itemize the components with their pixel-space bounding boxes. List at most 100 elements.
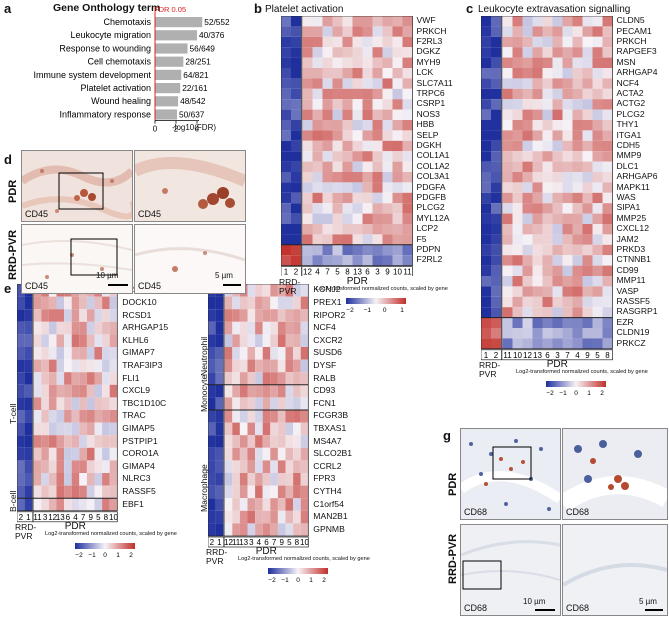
pdr-cd45-stain-label: CD45	[25, 209, 49, 219]
heatmap-cell	[512, 130, 523, 141]
pdr-cd68-zoom-image: CD68	[562, 428, 668, 520]
heatmap-cell	[33, 460, 42, 473]
heatmap-cell	[332, 213, 343, 224]
myeloid-gene-label: FCGR3B	[313, 410, 349, 421]
heatmap-cell	[79, 296, 87, 310]
heatmap-cell	[281, 192, 291, 204]
lymph-color-legend: −2 −1 0 1 2	[75, 542, 135, 559]
heatmap-cell	[208, 321, 216, 335]
heatmap-cell	[41, 359, 49, 373]
heatmap-cell	[352, 120, 363, 131]
heatmap-cell	[342, 26, 353, 37]
heatmap-cell	[17, 284, 25, 297]
legend-tick: 0	[574, 390, 578, 397]
heatmap-cell	[372, 16, 383, 27]
heatmap-cell	[94, 422, 103, 436]
heatmap-cell	[602, 317, 613, 328]
heatmap-cell	[481, 140, 491, 152]
heatmap-cell	[602, 203, 613, 214]
heatmap-cell	[542, 130, 553, 141]
legend-tick: −1	[559, 390, 567, 397]
heatmap-cell	[512, 317, 523, 328]
heatmap-cell	[48, 334, 57, 347]
pdr-cd68-stain-label: CD68	[464, 507, 488, 517]
heatmap-cell	[109, 498, 118, 511]
heatmap-cell	[572, 26, 583, 37]
heatmap-cell	[247, 372, 256, 385]
heatmap-cell	[342, 99, 353, 110]
heatmap-cell	[56, 372, 65, 385]
heatmap-cell	[270, 422, 278, 436]
heatmap-cell	[17, 359, 25, 373]
heatmap-column-label: 12	[224, 538, 233, 547]
heatmap-cell	[552, 307, 563, 318]
heatmap-cell	[502, 161, 513, 172]
heatmap-cell	[277, 397, 286, 410]
heatmap-cell	[382, 140, 393, 152]
heatmap-cell	[322, 192, 333, 204]
heatmap-cell	[300, 397, 309, 410]
heatmap-cell	[322, 255, 333, 266]
heatmap-cell	[300, 510, 309, 524]
heatmap-cell	[86, 410, 95, 423]
heatmap-cell	[481, 286, 491, 297]
heatmap-cell	[208, 447, 216, 461]
heatmap-cell	[542, 68, 553, 79]
go-term-label: Cell chemotaxis	[87, 57, 151, 67]
heatmap-cell	[102, 397, 110, 410]
heatmap-column-label: 11	[403, 268, 412, 276]
heatmap-cell	[247, 321, 256, 335]
heatmap-cell	[302, 213, 313, 224]
heatmap-cell	[24, 397, 33, 410]
leukocyte-gene-label: DLC1	[616, 160, 639, 171]
heatmap-cell	[481, 88, 491, 100]
heatmap-cell	[552, 172, 563, 183]
heatmap-cell	[56, 384, 65, 398]
heatmap-cell	[602, 234, 613, 245]
legend-tick: 1	[400, 307, 404, 314]
heatmap-cell	[71, 384, 80, 398]
heatmap-cell	[402, 161, 413, 172]
heatmap-cell	[582, 328, 593, 339]
heatmap-column-label: 13	[239, 538, 248, 547]
heatmap-cell	[562, 99, 573, 110]
heatmap-cell	[382, 151, 393, 162]
heatmap-cell	[312, 192, 323, 204]
heatmap-cell	[224, 422, 233, 436]
heatmap-cell	[592, 16, 603, 27]
heatmap-cell	[208, 498, 216, 511]
heatmap-cell	[342, 130, 353, 141]
rrdpvr-cd45-zoom-stain-label: CD45	[138, 281, 162, 291]
heatmap-cell	[293, 296, 301, 310]
heatmap-cell	[582, 286, 593, 297]
myeloid-group-pdr: PDR	[255, 546, 277, 557]
platelet-gene-label: F2RL2	[416, 254, 443, 265]
heatmap-cell	[312, 68, 323, 79]
heatmap-cell	[79, 435, 87, 448]
heatmap-cell	[281, 78, 291, 89]
heatmap-cell	[532, 36, 543, 48]
heatmap-cell	[552, 88, 563, 100]
heatmap-cell	[312, 140, 323, 152]
heatmap-cell	[277, 384, 286, 398]
heatmap-cell	[402, 151, 413, 162]
heatmap-cell	[281, 234, 291, 245]
heatmap-cell	[300, 460, 309, 473]
panel-e-label: e	[4, 281, 12, 296]
heatmap-cell	[542, 255, 553, 266]
heatmap-cell	[562, 172, 573, 183]
heatmap-cell	[491, 213, 501, 224]
heatmap-cell	[293, 359, 301, 373]
heatmap-cell	[342, 57, 353, 68]
heatmap-cell	[41, 485, 49, 499]
heatmap-cell	[64, 422, 72, 436]
heatmap-cell	[491, 26, 501, 37]
heatmap-cell	[64, 321, 72, 335]
heatmap-cell	[602, 328, 613, 339]
heatmap-cell	[372, 151, 383, 162]
heatmap-column-label: 2	[19, 513, 24, 522]
heatmap-cell	[572, 338, 583, 349]
heatmap-cell	[102, 384, 110, 398]
heatmap-cell	[281, 57, 291, 68]
heatmap-cell	[402, 57, 413, 68]
